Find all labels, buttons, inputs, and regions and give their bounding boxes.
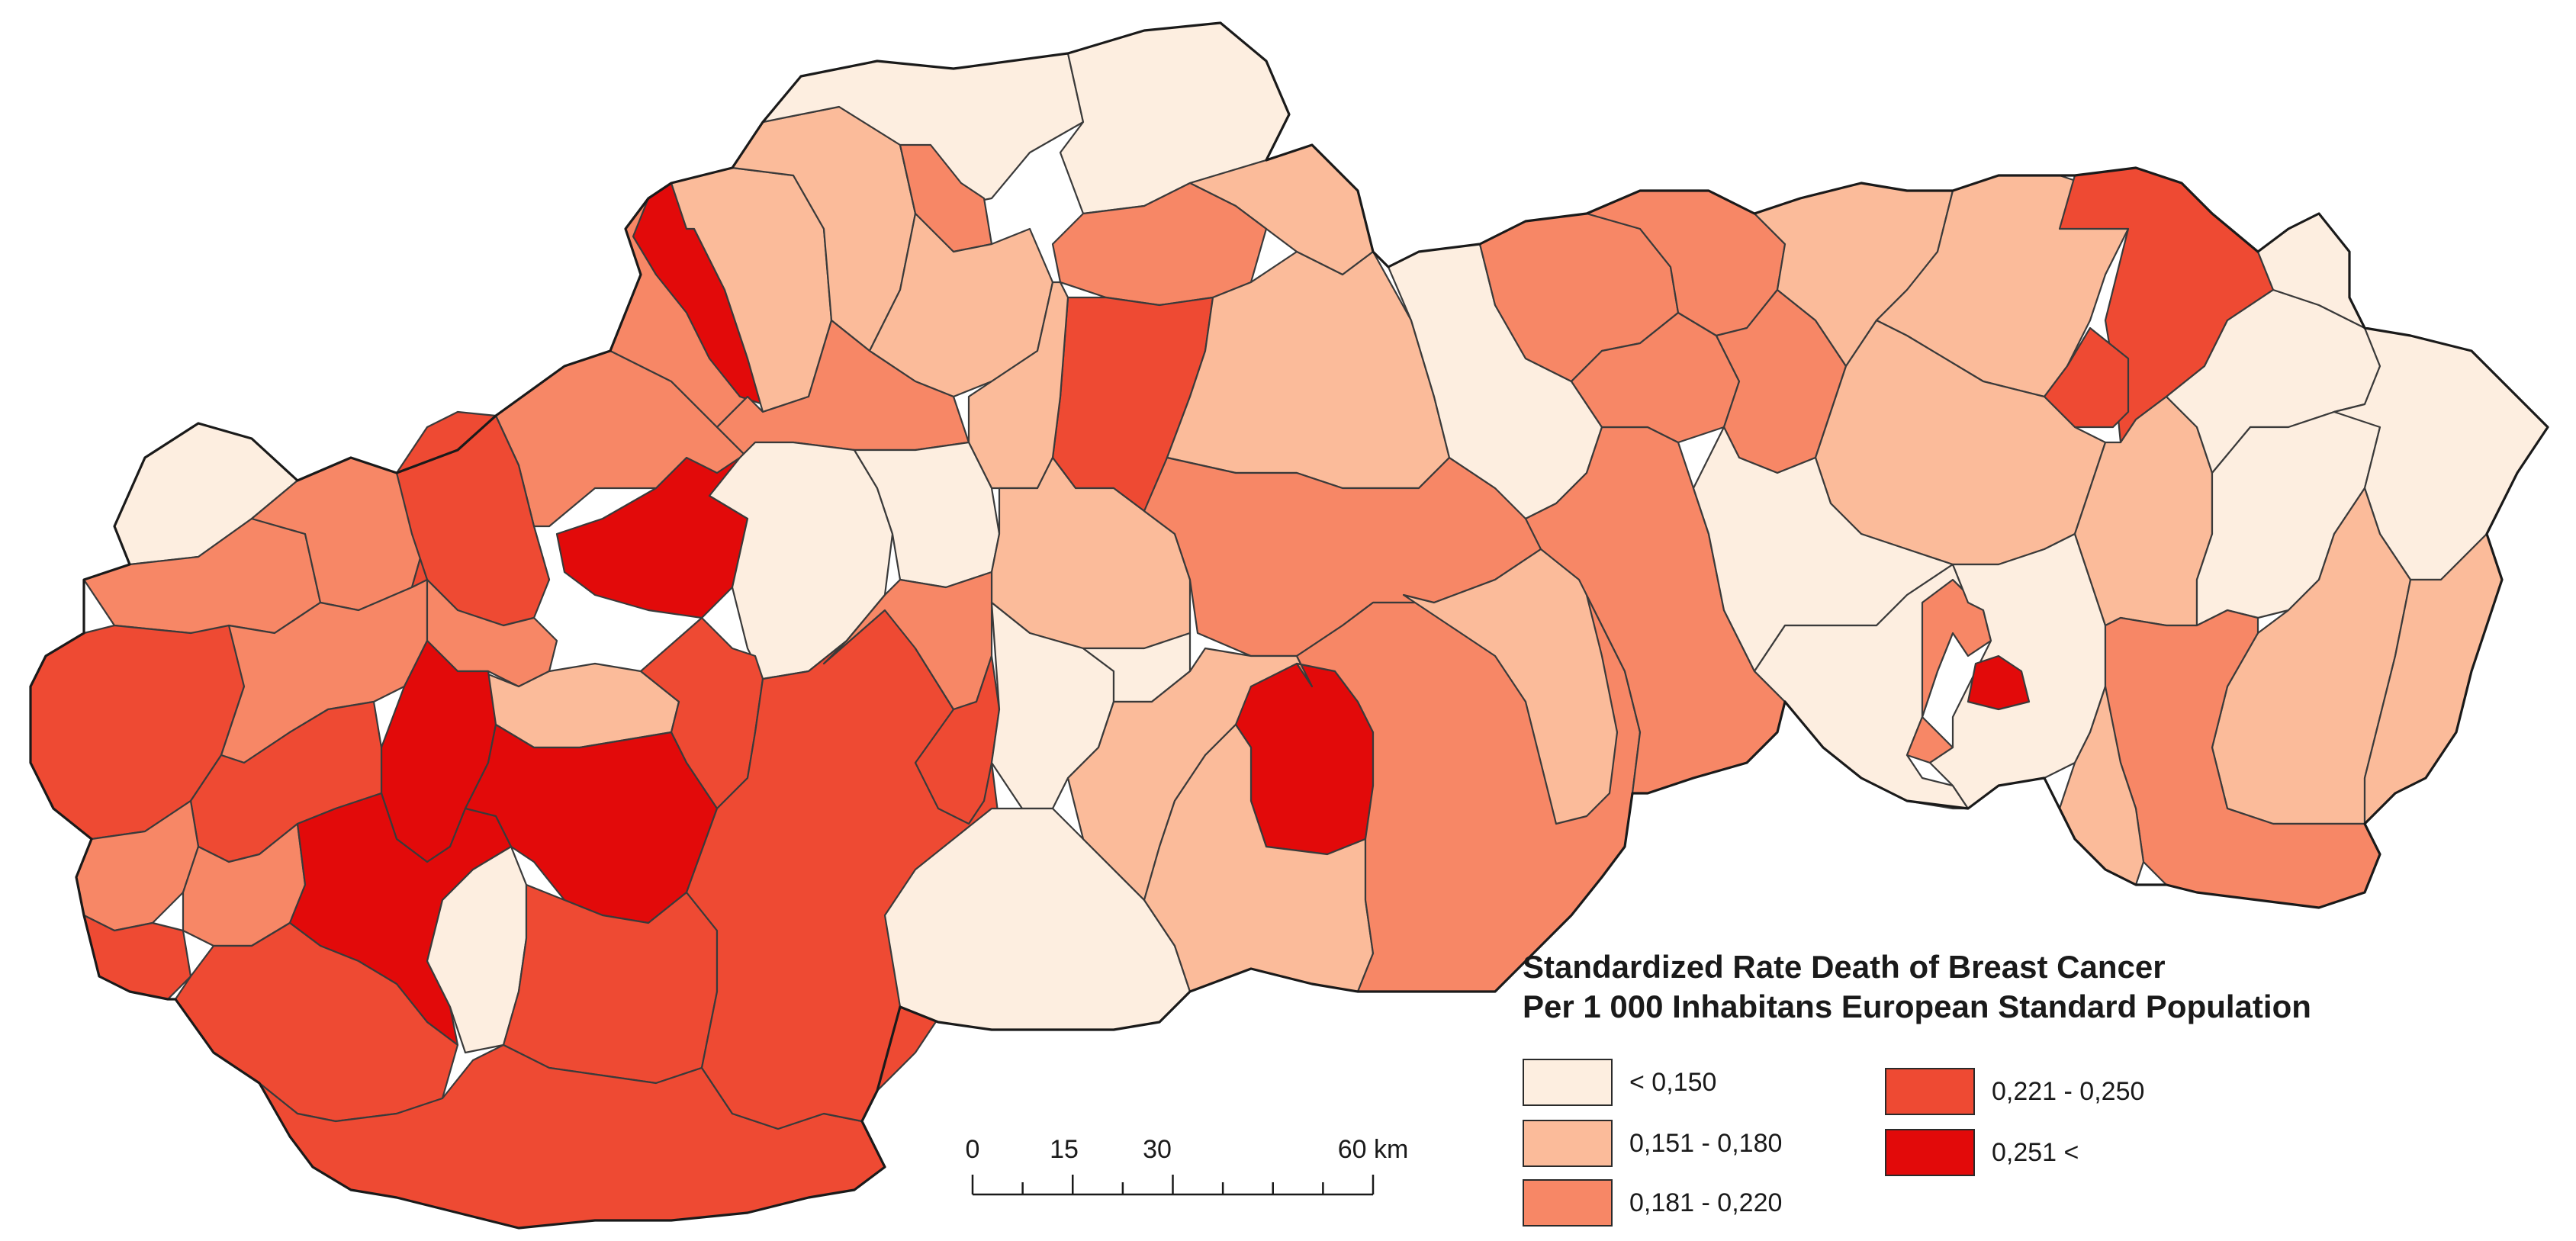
legend-label: < 0,150: [1629, 1067, 1717, 1097]
legend-item-class-5: 0,251 <: [1885, 1129, 2079, 1176]
district: [2073, 395, 2214, 627]
legend-item-class-2: 0,151 - 0,180: [1523, 1120, 1782, 1167]
legend-swatch: [1523, 1120, 1613, 1167]
legend-swatch: [1523, 1179, 1613, 1227]
legend-swatch: [1523, 1059, 1613, 1106]
district: [967, 281, 1069, 490]
legend-label: 0,221 - 0,250: [1992, 1076, 2145, 1106]
scale-label-60: 60 km: [1337, 1135, 1409, 1164]
scale-label-30: 30: [1143, 1135, 1172, 1164]
legend-label: 0,251 <: [1992, 1137, 2079, 1167]
legend-item-class-3: 0,181 - 0,220: [1523, 1179, 1782, 1227]
country-outline: [29, 21, 2549, 1230]
legend-title-line1: Standardized Rate Death of Breast Cancer: [1523, 949, 2166, 985]
legend-swatch: [1885, 1129, 1975, 1176]
district: [2043, 326, 2130, 429]
legend: Standardized Rate Death of Breast Cancer…: [1523, 947, 2514, 1230]
district: [1967, 654, 2031, 711]
legend-swatch: [1885, 1068, 1975, 1115]
district: [914, 654, 1001, 825]
scale-label-0: 0: [965, 1135, 980, 1164]
legend-label: 0,181 - 0,220: [1629, 1188, 1783, 1217]
legend-title-line2: Per 1 000 Inhabitans European Standard P…: [1523, 989, 2311, 1024]
legend-label: 0,151 - 0,180: [1629, 1128, 1783, 1158]
district: [1402, 548, 1619, 825]
scale-bar: 0 15 30 60 km: [957, 1135, 1415, 1219]
legend-item-class-4: 0,221 - 0,250: [1885, 1068, 2144, 1115]
scale-label-15: 15: [1050, 1135, 1079, 1164]
legend-item-class-1: < 0,150: [1523, 1059, 1716, 1106]
scale-ruler: [971, 1175, 1375, 1196]
district: [82, 914, 192, 1001]
